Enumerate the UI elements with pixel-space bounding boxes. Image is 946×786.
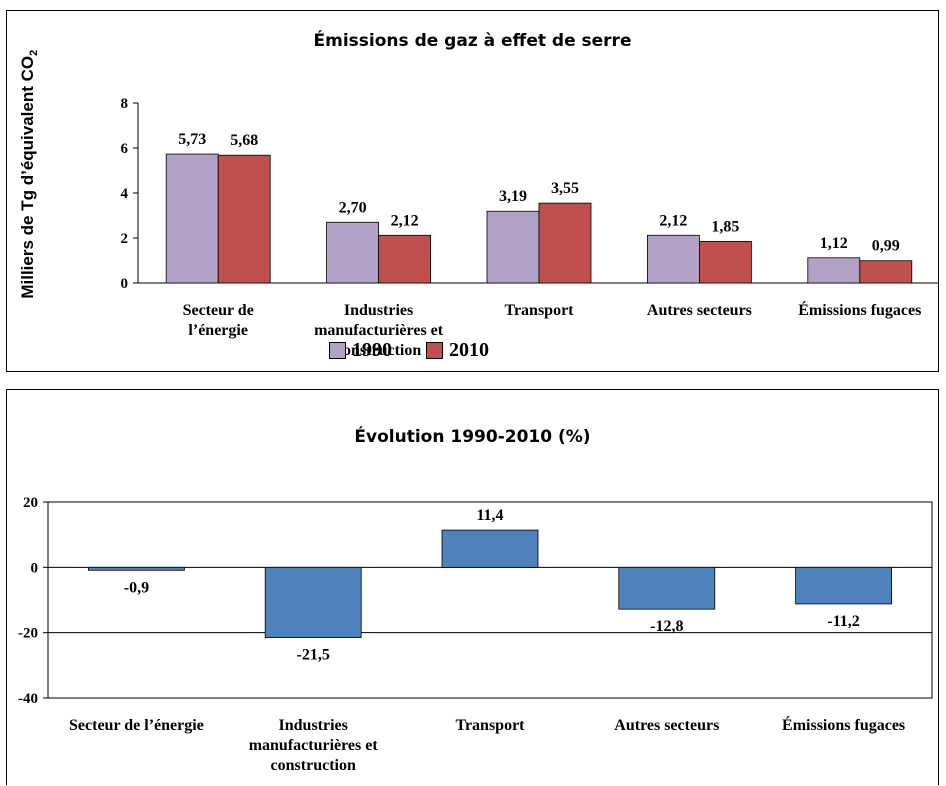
data-label-evolution-4: -11,2 xyxy=(827,613,859,630)
x-tick-label-line: Autres secteurs xyxy=(647,302,752,319)
data-label-2010-3: 1,85 xyxy=(711,218,739,235)
x-tick-label-line: Secteur de l’énergie xyxy=(69,717,204,734)
x-tick-label-line: l’énergie xyxy=(188,322,248,339)
x-tick-label-line: Industries xyxy=(344,302,413,319)
x-tick-label: Autres secteurs xyxy=(614,717,719,734)
data-label-2010-4: 0,99 xyxy=(872,238,900,255)
bar-2010-4 xyxy=(859,260,913,284)
data-label-1990-4: 1,12 xyxy=(820,235,848,252)
x-tick-label: Émissions fugaces xyxy=(782,715,905,734)
legend-swatch-1990 xyxy=(329,342,346,359)
data-label-1990-3: 2,12 xyxy=(659,212,687,229)
bar-evolution-2 xyxy=(441,529,539,568)
bar-1990-1 xyxy=(326,221,380,284)
data-label-evolution-2: 11,4 xyxy=(476,507,503,524)
evolution-chart-title: Évolution 1990-2010 (%) xyxy=(354,427,591,447)
y-tick-label: 4 xyxy=(121,186,129,202)
x-tick-label-line: Transport xyxy=(504,302,574,319)
bar-1990-3 xyxy=(647,234,700,284)
emissions-chart-title: Émissions de gaz à effet de serre xyxy=(313,31,632,51)
x-tick-label: Industries manufacturières et construction xyxy=(314,302,444,359)
data-label-2010-1: 2,12 xyxy=(391,212,419,229)
bar-evolution-0 xyxy=(88,566,185,571)
emissions-chart-plot: 0 2 4 6 8 5,73 5,68 Secteur de l’énergie 2,70 2,12… xyxy=(121,96,938,359)
y-tick-label: 20 xyxy=(23,495,38,511)
x-tick-label-line: Transport xyxy=(455,717,525,734)
bar-1990-0 xyxy=(165,153,219,284)
x-tick-label-line: Émissions fugaces xyxy=(798,300,921,319)
x-tick-label: Transport xyxy=(455,717,525,734)
x-tick-label: Transport xyxy=(504,302,574,319)
x-tick-label: Industries manufacturières et construction xyxy=(249,717,379,774)
data-label-2010-0: 5,68 xyxy=(230,132,258,149)
y-tick-label: 8 xyxy=(121,96,129,112)
x-tick-label-line: Industries xyxy=(279,717,348,734)
legend-label-1990: 1990 xyxy=(352,339,392,361)
y-tick-label: -40 xyxy=(18,691,38,707)
x-tick-label: Secteur de l’énergie xyxy=(69,717,204,734)
legend-swatch-2010 xyxy=(426,342,443,359)
x-tick-label-line: manufacturières et xyxy=(314,322,444,339)
bar-2010-3 xyxy=(699,240,752,284)
bar-2010-2 xyxy=(538,202,592,284)
data-label-1990-2: 3,19 xyxy=(499,188,527,205)
data-label-1990-1: 2,70 xyxy=(339,199,367,216)
bar-2010-1 xyxy=(378,234,432,284)
y-tick-label: 6 xyxy=(121,141,129,157)
y-tick-label: 0 xyxy=(121,276,129,292)
bar-2010-0 xyxy=(217,154,271,284)
y-tick-label: 2 xyxy=(121,231,129,247)
evolution-chart-plot: -40 -20 0 20 -0,9 Secteur de l’énergie -21,5 In… xyxy=(18,495,933,774)
bar-1990-4 xyxy=(807,257,861,284)
x-tick-label: Émissions fugaces xyxy=(798,300,921,319)
x-tick-label-line: construction xyxy=(271,757,356,774)
bar-1990-2 xyxy=(486,210,540,284)
legend-label-2010: 2010 xyxy=(449,339,489,361)
data-label-1990-0: 5,73 xyxy=(178,131,206,148)
legend-item-2010: 2010 xyxy=(426,339,489,362)
x-tick-label-line: Émissions fugaces xyxy=(782,715,905,734)
y-tick-label: 0 xyxy=(31,560,39,576)
bar-evolution-4 xyxy=(795,566,892,605)
x-tick-label-line: Secteur de xyxy=(183,302,254,319)
emissions-legend: 1990 2010 xyxy=(329,339,489,362)
data-label-evolution-0: -0,9 xyxy=(124,579,149,596)
x-tick-label-line: construction xyxy=(336,342,421,359)
data-label-evolution-3: -12,8 xyxy=(650,618,683,635)
legend-item-1990: 1990 xyxy=(329,339,392,362)
data-label-evolution-1: -21,5 xyxy=(297,647,330,664)
bar-evolution-3 xyxy=(618,566,716,610)
data-label-2010-2: 3,55 xyxy=(551,180,579,197)
y-tick-label: -20 xyxy=(18,626,38,642)
x-tick-label: Autres secteurs xyxy=(647,302,752,319)
plot-area-border xyxy=(47,501,933,699)
x-tick-label: Secteur de l’énergie xyxy=(183,302,254,339)
emissions-chart-panel: Émissions de gaz à effet de serre Millie… xyxy=(6,10,939,372)
x-tick-label-line: manufacturières et xyxy=(249,737,379,754)
bar-evolution-1 xyxy=(264,566,362,638)
evolution-chart-panel: Évolution 1990-2010 (%) -40 -20 0 20 -0,9 Sec… xyxy=(6,389,939,785)
x-tick-label-line: Autres secteurs xyxy=(614,717,719,734)
